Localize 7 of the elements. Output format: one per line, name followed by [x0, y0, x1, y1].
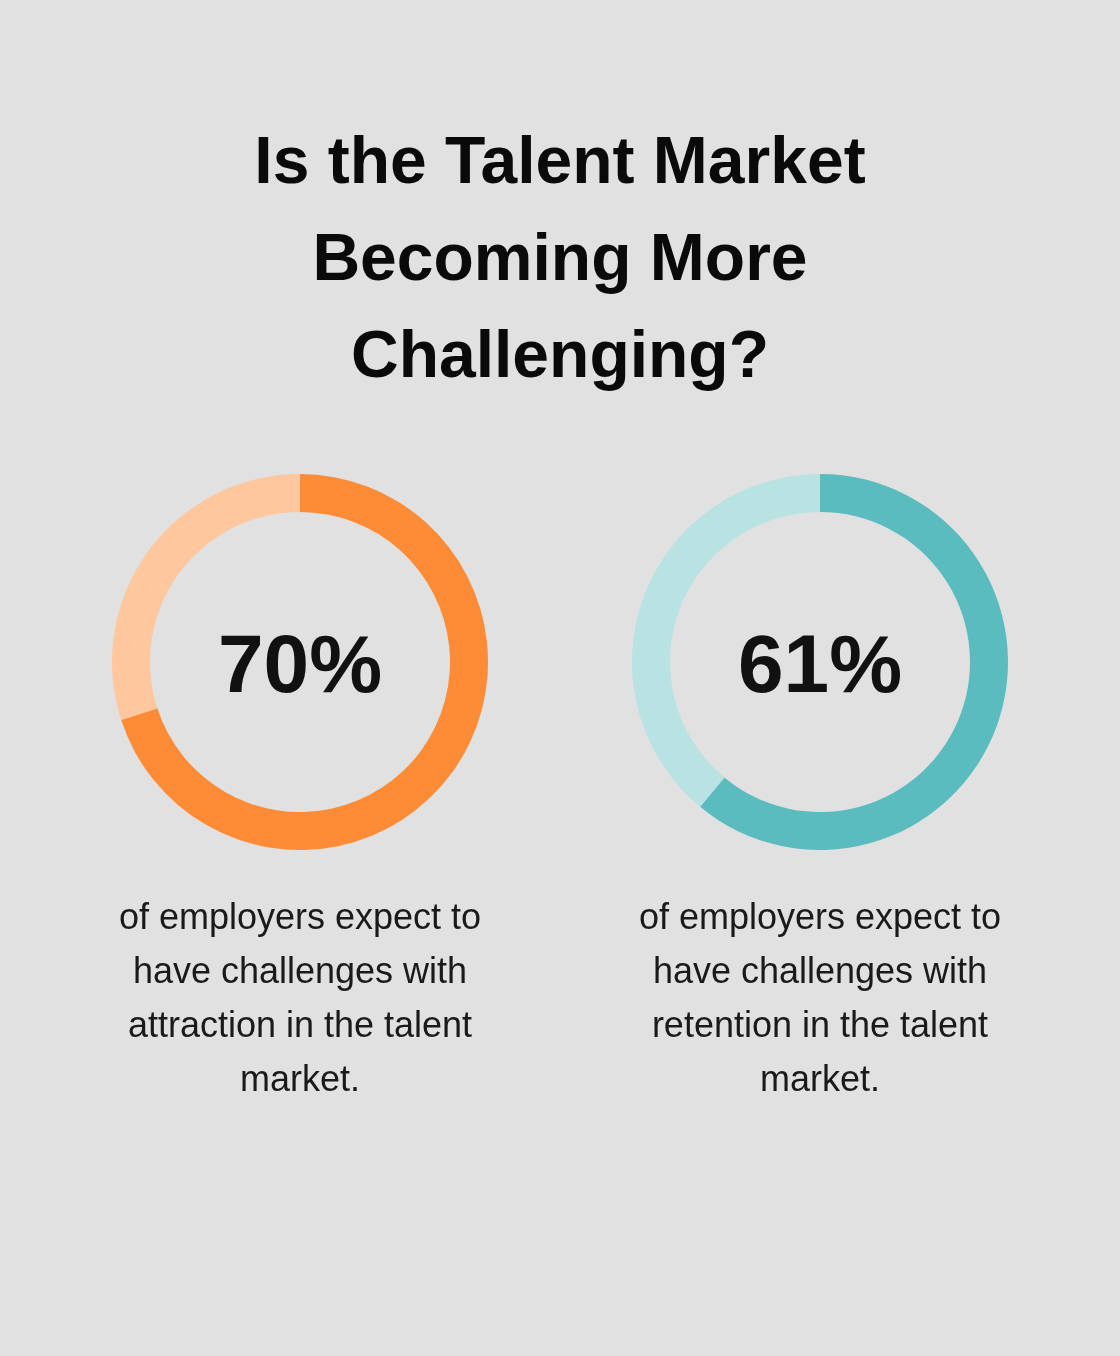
chart-title: Is the Talent Market Becoming More Challenging?: [253, 122, 867, 393]
text: of employers expect to have challenges with retention in the talent market.: [637, 895, 1003, 1101]
donut-slice: [121, 474, 488, 850]
data-label: 61%: [737, 617, 903, 709]
text: of employers expect to have challenges with attraction in the talent market.: [117, 895, 483, 1101]
data-label: 70%: [217, 617, 383, 709]
donut-slice: [700, 474, 1008, 850]
